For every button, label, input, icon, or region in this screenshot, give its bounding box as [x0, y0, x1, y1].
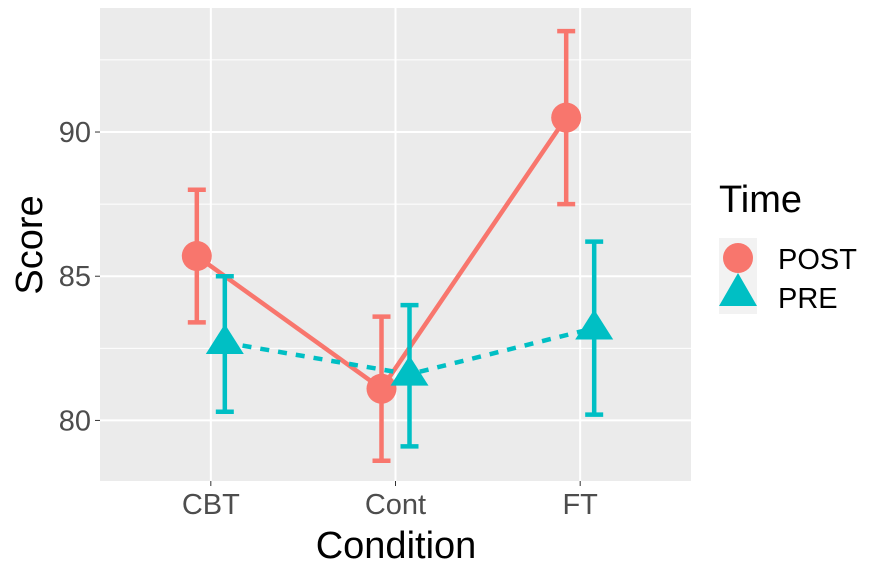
y-axis-title: Score [9, 195, 51, 294]
data-point-post [366, 373, 397, 404]
legend: Time POST PRE [719, 179, 857, 315]
data-point-pre [390, 355, 429, 386]
x-tick-label: Cont [365, 489, 426, 521]
legend-key-post-icon [723, 243, 753, 273]
series-layer [181, 28, 614, 464]
data-point-pre [575, 309, 614, 340]
legend-label-pre: PRE [778, 283, 838, 315]
series-pre [205, 239, 614, 449]
x-tick-label: FT [562, 489, 598, 521]
y-tick-label: 85 [59, 261, 91, 293]
series-post [181, 28, 582, 464]
legend-title: Time [719, 179, 802, 221]
legend-label-post: POST [778, 244, 857, 276]
legend-key-pre-icon [719, 273, 757, 306]
x-tick-label: CBT [182, 489, 240, 521]
y-tick-labels: 80 85 90 [59, 117, 91, 437]
data-point-pre [205, 323, 244, 354]
data-point-post [181, 241, 212, 272]
y-tick-label: 90 [59, 117, 91, 149]
y-tick-label: 80 [59, 405, 91, 437]
x-axis-title: Condition [316, 525, 477, 567]
x-tick-labels: CBT Cont FT [182, 489, 598, 521]
data-point-post [551, 102, 582, 133]
axis-ticks [95, 131, 581, 486]
